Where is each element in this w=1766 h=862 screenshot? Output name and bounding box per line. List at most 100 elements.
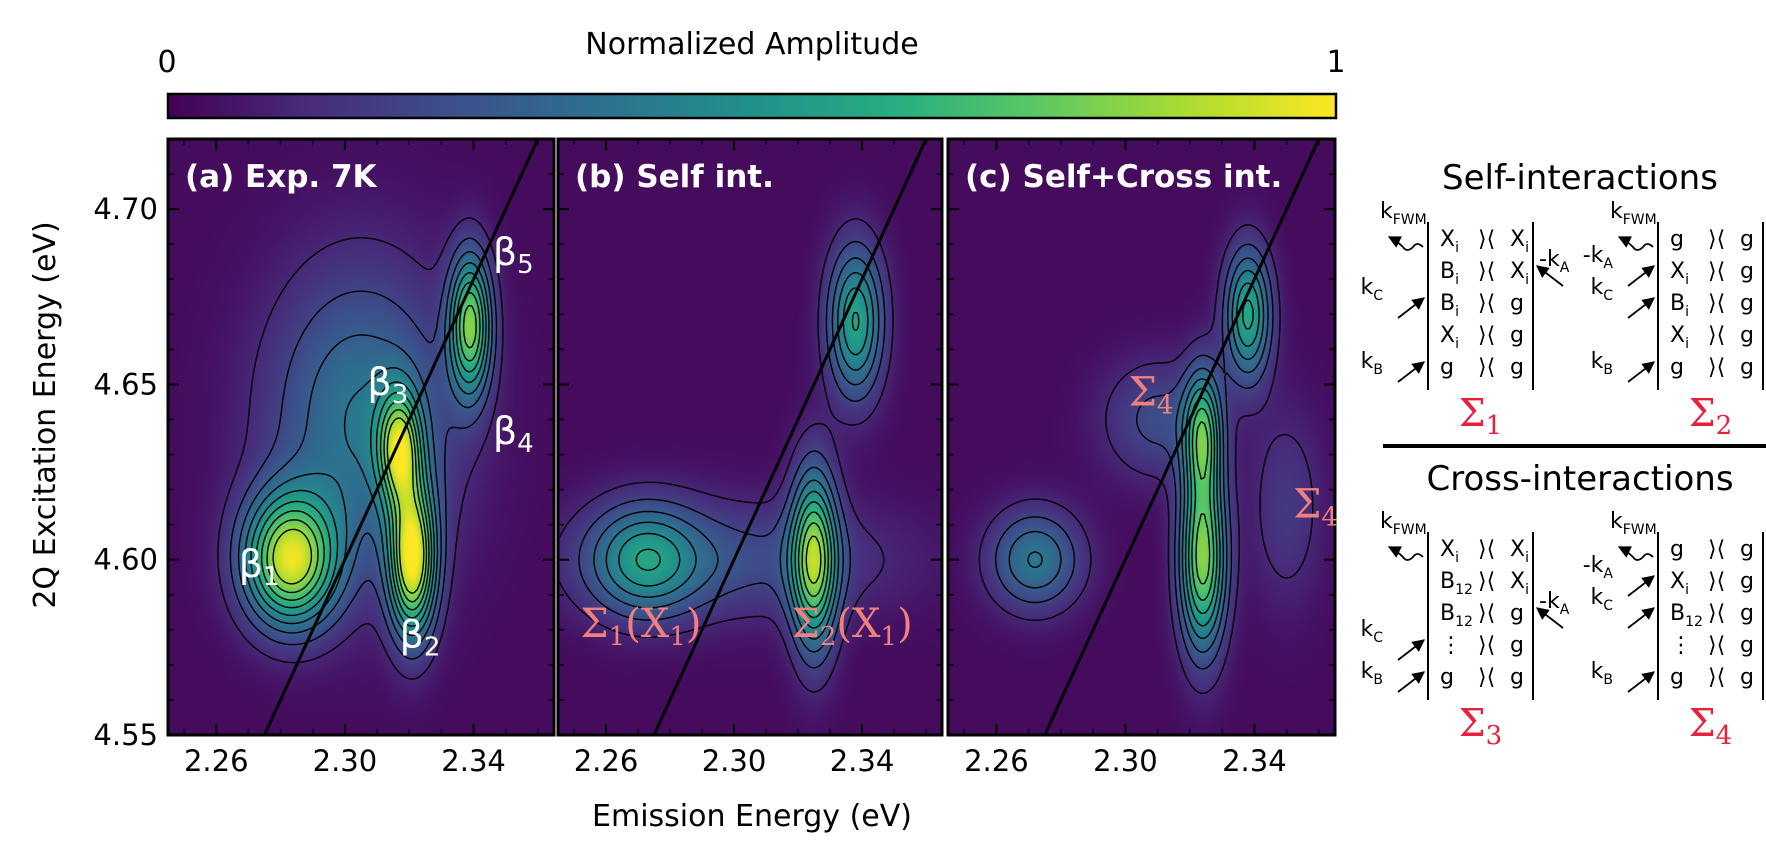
panels: 2.26 2.30 2.34 4.55 4.60 4.65 4.70 (a) Exp. 7K β…: [93, 137, 1338, 778]
contour-c-5: [1188, 299, 1254, 614]
diagram-row-left: g: [1440, 665, 1454, 690]
diagram-row-bracket: ⟩⟨: [1708, 601, 1725, 626]
panel-a: 2.26 2.30 2.34 4.55 4.60 4.65 4.70 (a) Exp. 7K β…: [93, 137, 556, 778]
diagram-row-right: g: [1510, 291, 1524, 316]
annotation-a-2: β3: [367, 360, 408, 410]
diagram-row-bracket: ⟩⟨: [1478, 665, 1495, 690]
panel-title-c: (c) Self+Cross int.: [965, 159, 1282, 195]
annotation-a-0: β1: [239, 542, 280, 592]
x-tick-label-b-2: 2.34: [830, 744, 895, 778]
diagram-row-left: Xi: [1670, 323, 1689, 352]
diagram-arrow-C: [1397, 297, 1425, 319]
diagram-row-bracket: ⟩⟨: [1478, 227, 1495, 252]
diagram-row-left: Xi: [1440, 537, 1459, 566]
diagram-row-left: Bi: [1440, 259, 1459, 288]
diagram-arrow-B: [1397, 671, 1425, 693]
kfwm-wavy-arrow: [1617, 236, 1654, 251]
diagram-row-right: g: [1510, 601, 1524, 626]
diagram-row-left: ⋮: [1670, 633, 1692, 658]
colorbar-max-label: 1: [1326, 45, 1345, 80]
diagram-row-right: g: [1740, 323, 1754, 348]
contour-c-2: [1008, 257, 1269, 653]
diagram-row-right: g: [1740, 355, 1754, 380]
kfwm-wavy-arrow: [1387, 236, 1424, 251]
diagram-arrow-label-C: kC: [1360, 275, 1383, 304]
diagram-row-right: g: [1740, 291, 1754, 316]
diagram-row-left: Xi: [1440, 227, 1459, 256]
diagonal-line-a: [263, 139, 540, 735]
contour-b-5: [635, 312, 860, 619]
diagram-row-right: g: [1510, 355, 1524, 380]
contour-a-0: [217, 217, 504, 680]
diagonal-line-b: [652, 139, 928, 735]
heatmap-c: [948, 139, 1335, 735]
diagram-row-right: g: [1510, 665, 1524, 690]
diagram-arrow-A: [1627, 265, 1655, 287]
contour-a-4: [250, 272, 487, 627]
diagram-arrow-B: [1627, 361, 1655, 383]
diagram-arrow-label-C: kC: [1360, 617, 1383, 646]
colorbar: Normalized Amplitude 0 1: [157, 27, 1346, 120]
diagram-arrow-label-A: -kA: [1583, 243, 1614, 272]
diagram-row-left: Xi: [1670, 259, 1689, 288]
kfwm-label: kFWM: [1610, 509, 1657, 538]
diagram-row-bracket: ⟩⟨: [1708, 323, 1725, 348]
diagram-row-bracket: ⟩⟨: [1708, 291, 1725, 316]
kfwm-wavy-arrow: [1617, 546, 1654, 561]
contour-b-3: [605, 272, 875, 640]
diagram-arrow-label-B: kB: [1361, 659, 1383, 688]
x-tick-label-a-2: 2.34: [441, 744, 506, 778]
diagram-row-right: Xi: [1510, 537, 1529, 566]
diagram-row-right: g: [1740, 601, 1754, 626]
diagram-row-bracket: ⟩⟨: [1708, 665, 1725, 690]
diagram-row-left: g: [1440, 355, 1454, 380]
diagram-arrow-label-A: -kA: [1539, 247, 1570, 276]
contour-c-7: [1195, 421, 1211, 585]
diagram-row-right: Xi: [1510, 227, 1529, 256]
diagram-row-bracket: ⟩⟨: [1478, 569, 1495, 594]
diagram-row-left: B12: [1670, 601, 1703, 630]
panel-frame-a: [166, 137, 556, 737]
colorbar-bar: [166, 92, 1338, 120]
diagram-row-left: Bi: [1670, 291, 1689, 320]
diagram-arrow-A: [1627, 575, 1655, 597]
colorbar-title: Normalized Amplitude: [585, 27, 918, 62]
panel-frame-c: [946, 137, 1337, 737]
contour-b-6: [797, 511, 829, 608]
x-tick-label-c-0: 2.26: [964, 744, 1029, 778]
x-tick-label-a-1: 2.30: [313, 744, 378, 778]
diagram-row-left: g: [1670, 355, 1684, 380]
diagram-row-left: B12: [1440, 569, 1473, 598]
colorbar-min-label: 0: [157, 45, 176, 80]
y-tick-label-1: 4.60: [93, 543, 158, 577]
kfwm-label: kFWM: [1380, 199, 1427, 228]
diagram-label-sigma-3: Σ3: [1459, 701, 1502, 751]
self-interactions-title: Self-interactions: [1442, 158, 1718, 198]
annotation-a-1: β2: [400, 612, 441, 662]
diagram-row-left: Bi: [1440, 291, 1459, 320]
diagram-arrow-label-C: kC: [1590, 275, 1613, 304]
x-tick-label-b-0: 2.26: [574, 744, 639, 778]
diagram-row-right: g: [1510, 633, 1524, 658]
diagram-row-bracket: ⟩⟨: [1708, 633, 1725, 658]
diagram-row-bracket: ⟩⟨: [1708, 355, 1725, 380]
diagram-row-left: Xi: [1440, 323, 1459, 352]
x-axis-label: Emission Energy (eV): [592, 799, 912, 834]
contour-b-2: [593, 257, 880, 653]
diagram-row-left: g: [1670, 537, 1684, 562]
contour-b-4: [618, 287, 869, 629]
diagram-row-bracket: ⟩⟨: [1478, 601, 1495, 626]
diagram-arrow-label-A: -kA: [1583, 553, 1614, 582]
diagram-row-left: Xi: [1670, 569, 1689, 598]
y-tick-label-0: 4.55: [93, 718, 158, 752]
diagram-row-right: g: [1740, 633, 1754, 658]
panel-b: 2.26 2.30 2.34(b) Self int.Σ1(X1) Σ2(X1): [556, 137, 944, 778]
diagram-row-right: g: [1740, 259, 1754, 284]
diagram-row-right: g: [1510, 323, 1524, 348]
